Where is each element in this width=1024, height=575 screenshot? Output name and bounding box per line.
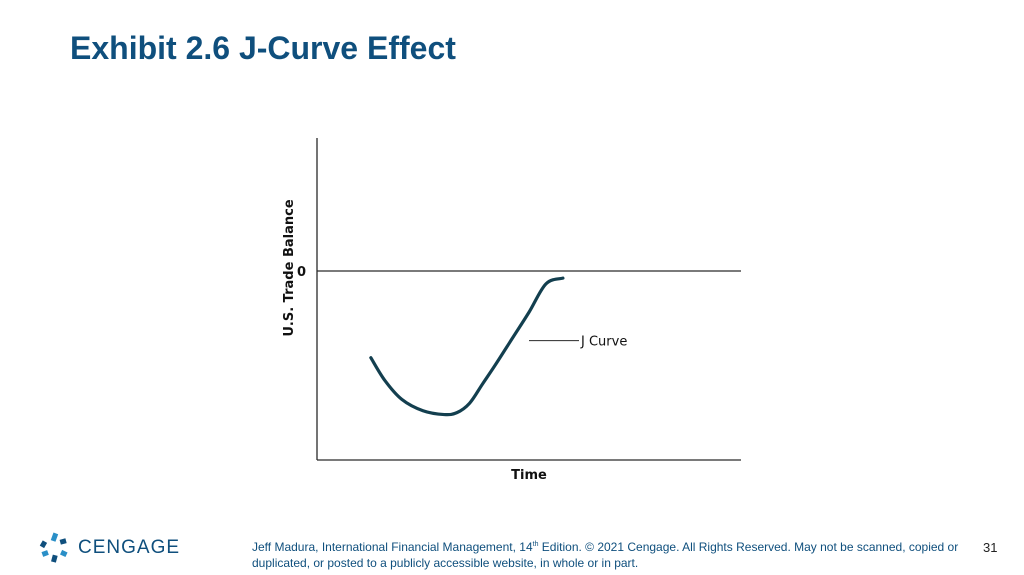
slide-title: Exhibit 2.6 J-Curve Effect	[70, 30, 456, 66]
j-curve-line	[369, 276, 565, 417]
annotation-label: J Curve	[580, 335, 627, 350]
cengage-logo: CENGAGE	[38, 530, 180, 566]
cengage-mark-icon	[39, 532, 68, 563]
series-layer: J Curve	[369, 276, 627, 417]
page-number: 31	[983, 540, 998, 555]
y-zero-label: 0	[297, 265, 306, 280]
x-axis-label: Time	[511, 468, 547, 483]
credit-text-end: Edition. © 2021 Cengage. All Rights Rese…	[252, 540, 959, 570]
edition-ordinal: th	[532, 541, 539, 548]
y-axis-label: U.S. Trade Balance	[282, 199, 297, 336]
credit-text-start: Jeff Madura, International Financial Man…	[252, 540, 533, 554]
copyright-notice: Jeff Madura, International Financial Man…	[252, 537, 972, 571]
logo-wordmark: CENGAGE	[78, 537, 181, 558]
